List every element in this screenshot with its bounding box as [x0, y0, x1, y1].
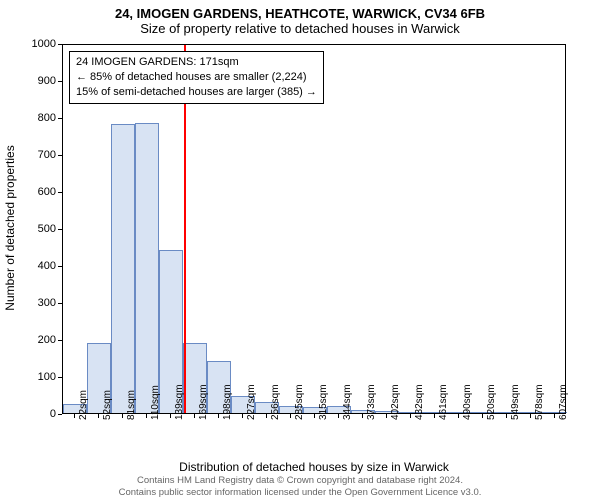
- ytick-mark: [58, 155, 62, 156]
- xtick-label: 256sqm: [270, 384, 281, 420]
- xtick-mark: [242, 414, 243, 418]
- xtick-label: 285sqm: [294, 384, 305, 420]
- xtick-mark: [122, 414, 123, 418]
- xtick-label: 198sqm: [222, 384, 233, 420]
- ytick-label: 300: [38, 297, 56, 309]
- y-axis-label: Number of detached properties: [3, 145, 17, 310]
- xtick-mark: [146, 414, 147, 418]
- xtick-label: 227sqm: [246, 384, 257, 420]
- annot-line2: ← 85% of detached houses are smaller (2,…: [76, 70, 317, 85]
- ytick-mark: [58, 44, 62, 45]
- title-subtitle: Size of property relative to detached ho…: [0, 21, 600, 36]
- ytick-label: 500: [38, 223, 56, 235]
- xtick-label: 315sqm: [318, 384, 329, 420]
- ytick-label: 1000: [32, 38, 56, 50]
- ytick-label: 700: [38, 149, 56, 161]
- chart-plot-area: 24 IMOGEN GARDENS: 171sqm ← 85% of detac…: [62, 44, 566, 414]
- bar: [111, 124, 135, 413]
- footer-line1: Contains HM Land Registry data © Crown c…: [0, 475, 600, 486]
- ytick-mark: [58, 192, 62, 193]
- x-axis-label: Distribution of detached houses by size …: [62, 460, 566, 474]
- ytick-mark: [58, 81, 62, 82]
- xtick-mark: [554, 414, 555, 418]
- xtick-mark: [74, 414, 75, 418]
- xtick-label: 344sqm: [342, 384, 353, 420]
- bar: [135, 123, 159, 413]
- xtick-label: 432sqm: [414, 384, 425, 420]
- ytick-mark: [58, 229, 62, 230]
- xtick-mark: [530, 414, 531, 418]
- xtick-mark: [218, 414, 219, 418]
- ytick-mark: [58, 118, 62, 119]
- xtick-mark: [506, 414, 507, 418]
- xtick-mark: [266, 414, 267, 418]
- xtick-mark: [290, 414, 291, 418]
- ytick-label: 200: [38, 334, 56, 346]
- xtick-label: 81sqm: [126, 390, 137, 420]
- xtick-label: 402sqm: [390, 384, 401, 420]
- ytick-label: 0: [50, 408, 56, 420]
- xtick-mark: [170, 414, 171, 418]
- xtick-mark: [338, 414, 339, 418]
- ytick-label: 400: [38, 260, 56, 272]
- xtick-label: 549sqm: [510, 384, 521, 420]
- xtick-mark: [410, 414, 411, 418]
- xtick-label: 461sqm: [438, 384, 449, 420]
- ytick-label: 900: [38, 75, 56, 87]
- ytick-mark: [58, 340, 62, 341]
- title-address: 24, IMOGEN GARDENS, HEATHCOTE, WARWICK, …: [0, 6, 600, 21]
- xtick-mark: [434, 414, 435, 418]
- xtick-label: 52sqm: [102, 390, 113, 420]
- xtick-label: 490sqm: [462, 384, 473, 420]
- ytick-mark: [58, 303, 62, 304]
- footer-line2: Contains public sector information licen…: [0, 487, 600, 498]
- xtick-mark: [362, 414, 363, 418]
- xtick-label: 520sqm: [486, 384, 497, 420]
- xtick-label: 578sqm: [534, 384, 545, 420]
- xtick-mark: [194, 414, 195, 418]
- ytick-mark: [58, 266, 62, 267]
- annot-line1: 24 IMOGEN GARDENS: 171sqm: [76, 55, 317, 70]
- xtick-mark: [482, 414, 483, 418]
- ytick-label: 600: [38, 186, 56, 198]
- xtick-mark: [386, 414, 387, 418]
- xtick-label: 169sqm: [198, 384, 209, 420]
- ytick-mark: [58, 414, 62, 415]
- xtick-label: 373sqm: [366, 384, 377, 420]
- annot-line3: 15% of semi-detached houses are larger (…: [76, 85, 317, 100]
- xtick-mark: [458, 414, 459, 418]
- footer-attribution: Contains HM Land Registry data © Crown c…: [0, 475, 600, 498]
- xtick-label: 22sqm: [78, 390, 89, 420]
- annotation-box: 24 IMOGEN GARDENS: 171sqm ← 85% of detac…: [69, 51, 324, 104]
- ytick-mark: [58, 377, 62, 378]
- xtick-label: 607sqm: [558, 384, 569, 420]
- xtick-mark: [98, 414, 99, 418]
- ytick-label: 100: [38, 371, 56, 383]
- xtick-label: 139sqm: [174, 384, 185, 420]
- xtick-mark: [314, 414, 315, 418]
- xtick-label: 110sqm: [150, 385, 161, 420]
- ytick-label: 800: [38, 112, 56, 124]
